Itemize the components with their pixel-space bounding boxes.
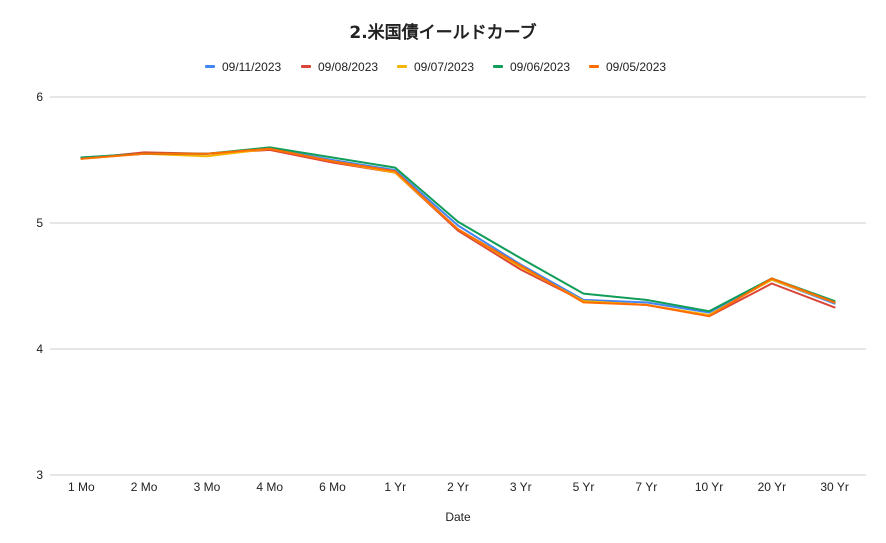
- legend-label: 09/06/2023: [510, 60, 570, 74]
- legend-item[interactable]: 09/06/2023: [493, 60, 570, 74]
- y-tick-label: 3: [36, 468, 43, 482]
- legend-item[interactable]: 09/08/2023: [301, 60, 378, 74]
- y-tick-label: 5: [36, 216, 43, 230]
- x-tick-label: 2 Mo: [131, 480, 158, 494]
- x-tick-label: 3 Mo: [194, 480, 221, 494]
- legend-swatch: [205, 65, 215, 68]
- legend-item[interactable]: 09/11/2023: [205, 60, 281, 74]
- legend-swatch: [397, 65, 407, 68]
- series-09-08-2023: [80, 148, 836, 318]
- legend-swatch: [301, 65, 311, 68]
- series-line: [80, 147, 836, 316]
- series-09-07-2023: [80, 147, 836, 316]
- x-tick-label: 20 Yr: [758, 480, 786, 494]
- x-tick-label: 7 Yr: [635, 480, 657, 494]
- x-tick-label: 30 Yr: [820, 480, 848, 494]
- series-line: [80, 147, 836, 318]
- legend-swatch: [589, 65, 599, 68]
- legend: 09/11/2023 09/08/2023 09/07/2023 09/06/2023…: [205, 60, 666, 74]
- legend-item[interactable]: 09/05/2023: [589, 60, 666, 74]
- legend-swatch: [493, 65, 503, 68]
- series-09-05-2023: [80, 147, 836, 318]
- legend-label: 09/11/2023: [222, 60, 281, 74]
- y-axis-ticks: 3 4 5 6: [36, 90, 43, 482]
- y-tick-label: 6: [36, 90, 43, 104]
- legend-label: 09/08/2023: [318, 60, 378, 74]
- legend-label: 09/05/2023: [606, 60, 666, 74]
- x-tick-label: 5 Yr: [573, 480, 595, 494]
- x-axis-label: Date: [445, 510, 471, 524]
- x-tick-label: 3 Yr: [510, 480, 532, 494]
- chart-title: 2.米国債イールドカーブ: [349, 22, 536, 43]
- series-line: [80, 148, 836, 318]
- x-tick-label: 1 Mo: [68, 480, 95, 494]
- y-tick-label: 4: [36, 342, 43, 356]
- gridlines: [50, 96, 866, 476]
- x-tick-label: 10 Yr: [695, 480, 723, 494]
- x-axis-ticks: 1 Mo 2 Mo 3 Mo 4 Mo 6 Mo 1 Yr 2 Yr 3 Yr 5 Yr 7 Yr…: [68, 480, 849, 494]
- x-tick-label: 1 Yr: [384, 480, 406, 494]
- x-tick-label: 4 Mo: [256, 480, 283, 494]
- x-tick-label: 2 Yr: [447, 480, 469, 494]
- legend-item[interactable]: 09/07/2023: [397, 60, 474, 74]
- series-lines: [80, 146, 836, 318]
- legend-label: 09/07/2023: [414, 60, 474, 74]
- x-tick-label: 6 Mo: [319, 480, 346, 494]
